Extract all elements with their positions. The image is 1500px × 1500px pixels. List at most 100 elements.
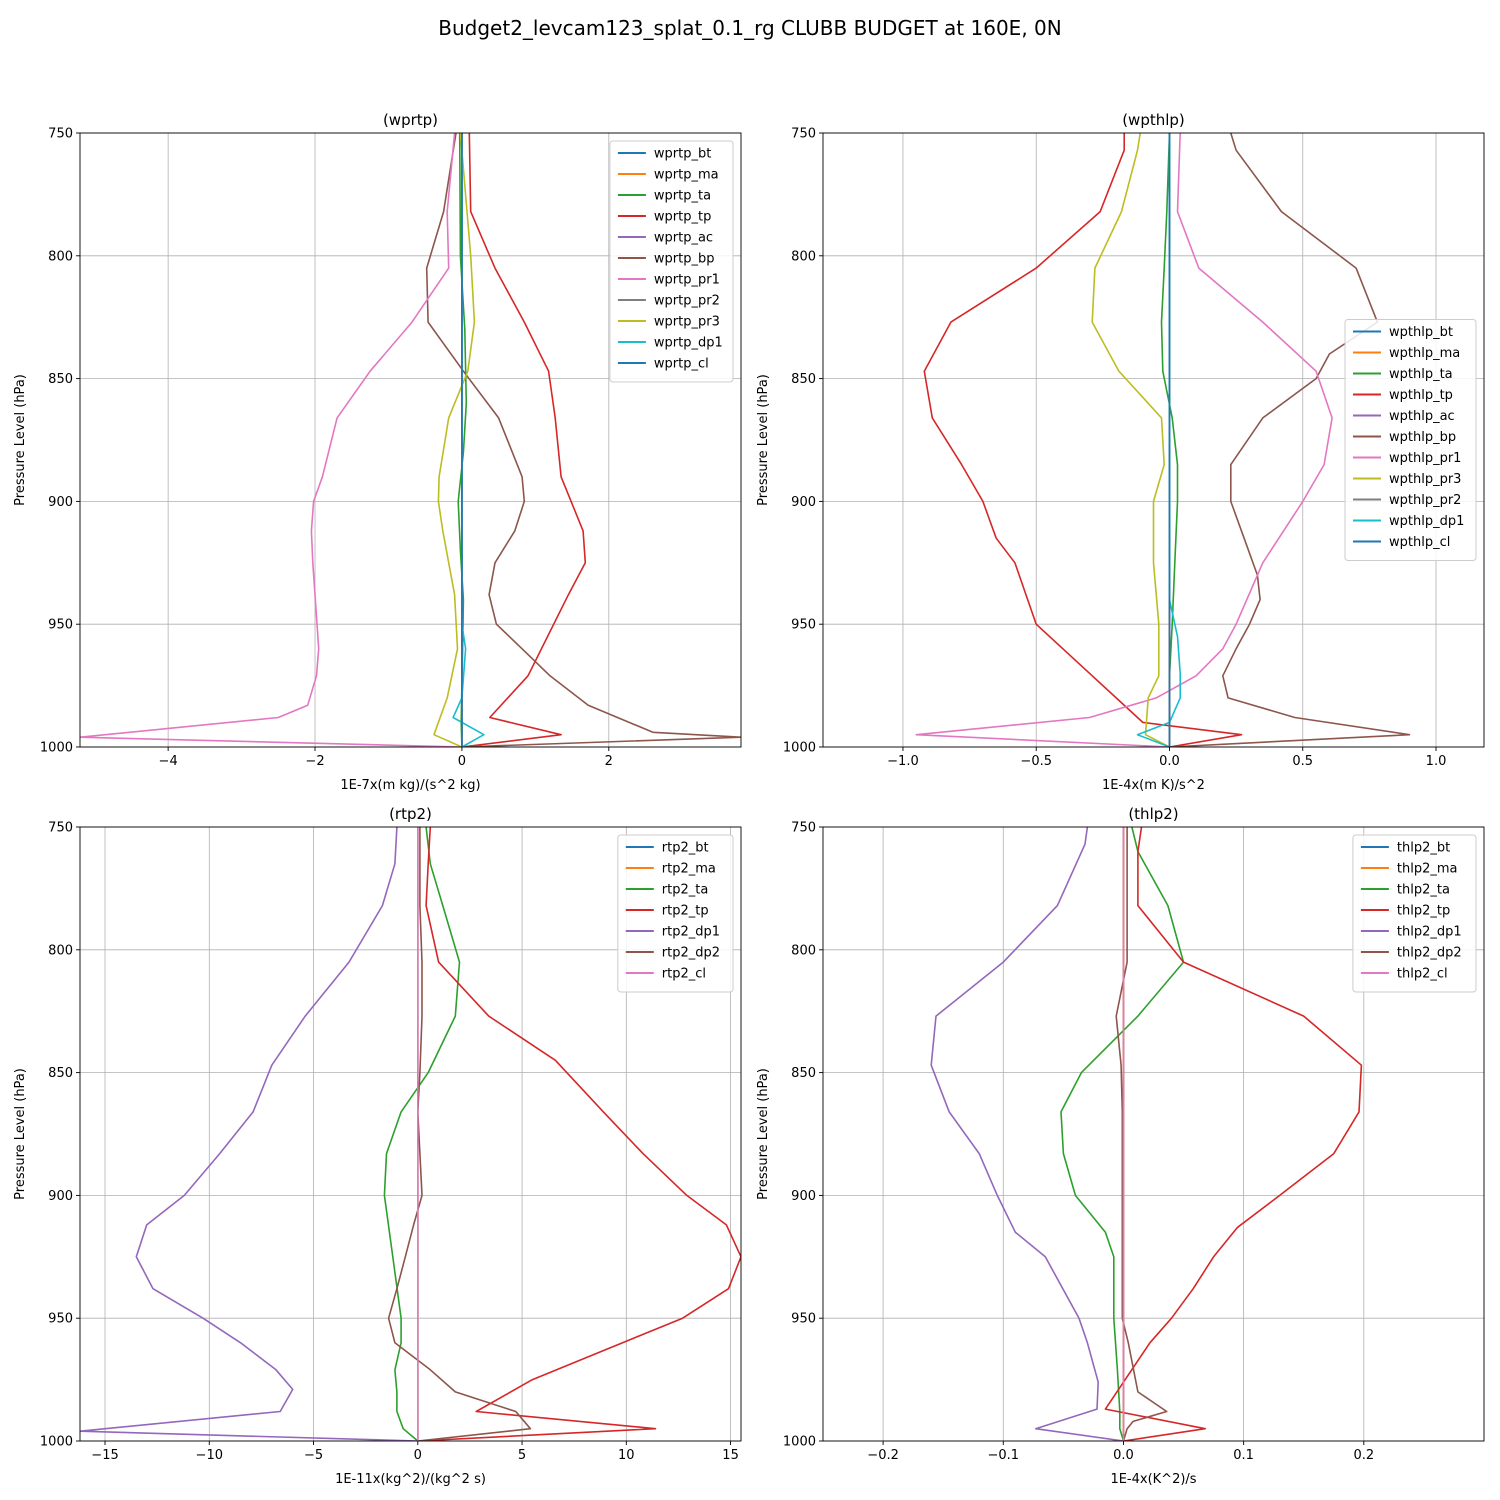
- chart-panel-3: −15 −10 −5 0 5 10 15 750 800 850 900 950 1000 (rtp2) 1…: [13, 805, 742, 1487]
- legend-label: wpthlp_ac: [1389, 409, 1455, 424]
- legend-label: rtp2_ma: [662, 862, 716, 877]
- x-tick-label: 5: [518, 1448, 526, 1463]
- y-tick-label: 850: [791, 1066, 816, 1081]
- legend-label: wpthlp_dp1: [1389, 514, 1464, 529]
- y-tick-label: 950: [48, 618, 73, 633]
- legend: wprtp_bt wprtp_ma wprtp_ta wprtp_tp wprtp_ac…: [609, 140, 734, 383]
- y-tick-label: 750: [791, 821, 816, 836]
- series-line-wpthlp_ta: [1160, 133, 1179, 747]
- axes-frame: [822, 826, 1485, 1442]
- legend-label: wprtp_bt: [654, 147, 711, 162]
- y-tick-label: 1000: [783, 1435, 816, 1450]
- x-tick-label: −4: [159, 754, 178, 769]
- series-line-wpthlp_pr3: [1091, 133, 1170, 747]
- x-axis-label: 1E-4x(K^2)/s: [1110, 1472, 1196, 1487]
- figure-title: Budget2_levcam123_splat_0.1_rg CLUBB BUD…: [438, 16, 1062, 40]
- y-tick-label: 1000: [783, 741, 816, 756]
- legend-label: wpthlp_tp: [1389, 388, 1453, 403]
- x-tick-label: 0.1: [1233, 1448, 1254, 1463]
- legend-label: rtp2_dp2: [662, 946, 720, 961]
- series-line-rtp2_ta: [383, 827, 461, 1441]
- x-tick-label: 0: [458, 754, 466, 769]
- x-tick-label: −15: [91, 1448, 118, 1463]
- chart-panel-1: −4 −2 0 2 750 800 850 900 950 1000 (wprtp) 1E-7x(m …: [13, 111, 742, 793]
- legend-label: wprtp_ma: [654, 168, 719, 183]
- legend-label: wpthlp_bp: [1389, 430, 1456, 445]
- y-tick-label: 800: [48, 943, 73, 958]
- legend: rtp2_bt rtp2_ma rtp2_ta rtp2_tp rtp2_dp1 rtp2…: [617, 834, 734, 993]
- x-tick-label: −0.2: [867, 1448, 899, 1463]
- y-axis-label: Pressure Level (hPa): [13, 1068, 28, 1200]
- x-axis-label: 1E-7x(m kg)/(s^2 kg): [340, 778, 480, 793]
- legend: wpthlp_bt wpthlp_ma wpthlp_ta wpthlp_tpwpth…: [1344, 319, 1477, 561]
- y-axis-label: Pressure Level (hPa): [13, 374, 28, 506]
- axes-frame: [822, 132, 1485, 748]
- y-tick-label: 750: [791, 127, 816, 142]
- y-tick-label: 850: [48, 372, 73, 387]
- series-line-wpthlp_pr1: [915, 133, 1333, 747]
- chart-panel-2: −1.0 −0.5 0.0 0.5 1.0 750 800 850 900 950 1000 (wpt…: [756, 111, 1485, 793]
- y-axis-label: Pressure Level (hPa): [756, 374, 771, 506]
- y-tick-label: 950: [791, 1312, 816, 1327]
- y-tick-label: 850: [791, 372, 816, 387]
- legend-label: wpthlp_pr1: [1389, 451, 1461, 466]
- chart-title: (wprtp): [383, 111, 438, 129]
- y-tick-label: 750: [48, 821, 73, 836]
- legend-label: wprtp_pr1: [654, 273, 720, 288]
- x-axis-label: 1E-11x(kg^2)/(kg^2 s): [335, 1472, 486, 1487]
- axes-frame: [79, 132, 742, 748]
- legend-label: rtp2_ta: [662, 883, 709, 898]
- legend-label: wpthlp_ma: [1389, 346, 1460, 361]
- series-line-rtp2_tp: [417, 827, 741, 1441]
- x-tick-label: −0.5: [1020, 754, 1052, 769]
- legend-label: wprtp_tp: [654, 210, 711, 225]
- y-tick-label: 750: [48, 127, 73, 142]
- legend-label: rtp2_tp: [662, 904, 709, 919]
- x-tick-label: −5: [304, 1448, 323, 1463]
- legend-label: thlp2_tp: [1397, 904, 1450, 919]
- x-tick-label: −2: [305, 754, 324, 769]
- legend-label: thlp2_ma: [1397, 862, 1458, 877]
- legend-label: thlp2_bt: [1397, 841, 1450, 856]
- legend-label: wpthlp_cl: [1389, 535, 1450, 550]
- legend-label: thlp2_dp1: [1397, 925, 1462, 940]
- series-line-thlp2_tp: [1104, 827, 1363, 1441]
- legend-label: rtp2_dp1: [662, 925, 720, 940]
- series-line-wprtp_pr1: [80, 133, 462, 747]
- legend-label: wprtp_pr3: [654, 315, 720, 330]
- y-tick-label: 1000: [40, 1435, 73, 1450]
- legend-label: rtp2_bt: [662, 841, 709, 856]
- series-line-rtp2_dp1: [80, 827, 418, 1441]
- series-line-wprtp_pr3: [433, 133, 476, 747]
- y-tick-label: 850: [48, 1066, 73, 1081]
- legend-label: thlp2_cl: [1397, 967, 1448, 982]
- y-tick-label: 900: [791, 1189, 816, 1204]
- chart-title: (wpthlp): [1122, 111, 1185, 129]
- x-tick-label: 2: [605, 754, 613, 769]
- y-tick-label: 800: [48, 249, 73, 264]
- x-tick-label: 0.2: [1353, 1448, 1374, 1463]
- x-tick-label: −0.1: [987, 1448, 1019, 1463]
- chart-title: (rtp2): [389, 805, 432, 823]
- legend-label: wprtp_dp1: [654, 336, 723, 351]
- x-tick-label: 0: [414, 1448, 422, 1463]
- y-tick-label: 900: [791, 495, 816, 510]
- x-tick-label: 10: [618, 1448, 635, 1463]
- axes-frame: [79, 826, 742, 1442]
- legend-label: thlp2_dp2: [1397, 946, 1462, 961]
- y-tick-label: 800: [791, 943, 816, 958]
- series-line-rtp2_dp2: [387, 827, 532, 1441]
- x-tick-label: 0.0: [1113, 1448, 1134, 1463]
- series-line-wpthlp_dp1: [1136, 133, 1181, 747]
- series-line-wprtp_bp: [425, 133, 741, 747]
- legend-label: thlp2_ta: [1397, 883, 1450, 898]
- y-tick-label: 800: [791, 249, 816, 264]
- legend-label: wpthlp_ta: [1389, 367, 1453, 382]
- chart-panel-4: −0.2 −0.1 0.0 0.1 0.2 750 800 850 900 950 1000 (thl…: [756, 805, 1485, 1487]
- x-tick-label: 0.0: [1159, 754, 1180, 769]
- legend-label: wprtp_cl: [654, 357, 709, 372]
- legend-label: wprtp_ta: [654, 189, 711, 204]
- y-tick-label: 900: [48, 495, 73, 510]
- x-tick-label: −1.0: [887, 754, 919, 769]
